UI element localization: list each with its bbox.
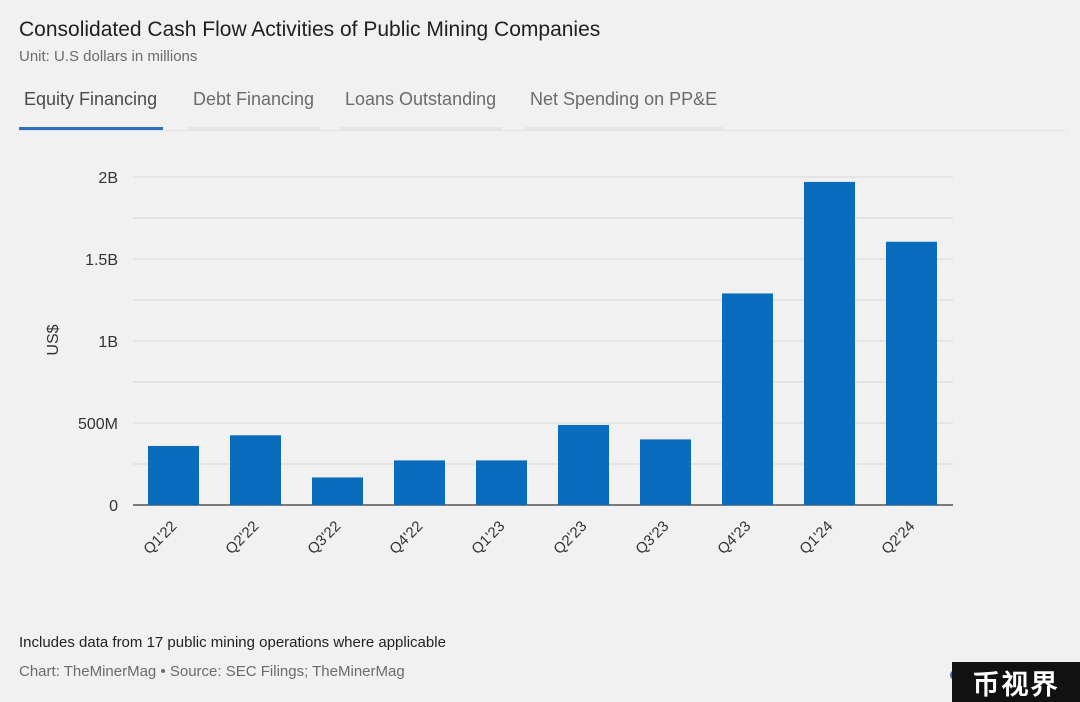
x-tick-label: Q2'24: [878, 518, 918, 558]
tab-underline: [19, 127, 164, 130]
bar-q1-22[interactable]: [148, 445, 199, 505]
y-tick-label: 1.5B: [85, 252, 118, 269]
bar-q2-22[interactable]: [230, 435, 281, 505]
tab-underline: [340, 127, 503, 130]
tab-label: Loans Outstanding: [345, 89, 497, 109]
x-tick-label: Q2'23: [550, 518, 590, 558]
tab-label: Equity Financing: [24, 89, 158, 109]
x-tick-labels: Q1'22 Q2'22 Q3'22 Q4'22 Q1'23 Q2'23 Q3'23 Q4'23…: [140, 518, 918, 558]
bar-q2-24[interactable]: [886, 241, 937, 505]
x-tick-label: Q1'22: [140, 518, 180, 558]
y-tick-label: 1B: [98, 334, 118, 351]
tab-equity-financing[interactable]: Equity Financing: [19, 84, 164, 130]
bar-q4-23[interactable]: [722, 293, 773, 505]
x-tick-label: Q3'22: [304, 518, 344, 558]
y-tick-label: 0: [109, 498, 118, 515]
tab-bar: Equity Financing Debt Financing Loans Ou…: [19, 84, 1066, 131]
bar-q3-23[interactable]: [640, 439, 691, 505]
bar-q2-23[interactable]: [558, 424, 609, 505]
tab-label: Net Spending on PP&E: [530, 89, 718, 109]
y-tick-label: 500M: [78, 416, 118, 433]
y-axis-label: US$: [45, 324, 62, 355]
chart-title: Consolidated Cash Flow Activities of Pub…: [19, 18, 601, 41]
x-tick-label: Q1'23: [468, 518, 508, 558]
tab-debt-financing[interactable]: Debt Financing: [188, 84, 321, 130]
tab-label: Debt Financing: [193, 89, 315, 109]
tab-loans-outstanding[interactable]: Loans Outstanding: [340, 84, 503, 130]
x-tick-label: Q4'22: [386, 518, 426, 558]
bar-q3-22[interactable]: [312, 477, 363, 505]
bar-q4-22[interactable]: [394, 460, 445, 505]
x-tick-label: Q4'23: [714, 518, 754, 558]
y-tick-label: 2B: [98, 170, 118, 187]
tab-underline: [188, 127, 321, 130]
source-credit: Chart: TheMinerMag • Source: SEC Filings…: [19, 663, 405, 680]
footnote: Includes data from 17 public mining oper…: [19, 634, 446, 651]
bar-q1-24[interactable]: [804, 181, 855, 506]
chart-subtitle: Unit: U.S dollars in millions: [19, 48, 198, 65]
bars: [148, 181, 937, 506]
tab-underline: [525, 127, 724, 130]
bar-q1-23[interactable]: [476, 460, 527, 505]
x-tick-label: Q2'22: [222, 518, 262, 558]
y-tick-labels: 0 500M 1B 1.5B 2B: [78, 170, 118, 515]
tab-net-spending-ppe[interactable]: Net Spending on PP&E: [525, 84, 724, 130]
watermark-logo: 币视界: [952, 662, 1080, 702]
x-tick-label: Q3'23: [632, 518, 672, 558]
x-tick-label: Q1'24: [796, 518, 836, 558]
